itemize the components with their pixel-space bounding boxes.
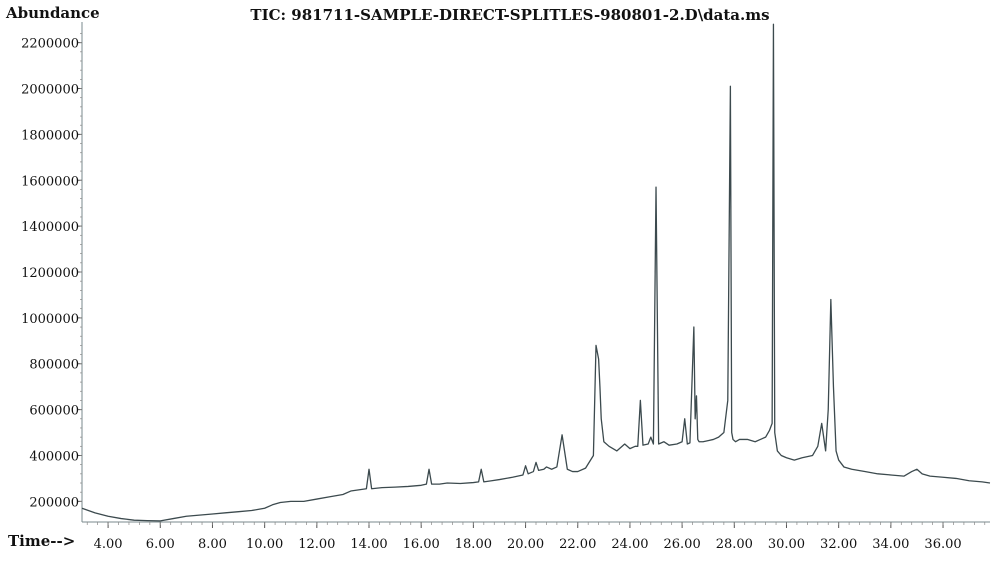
x-tick-label: 22.00 <box>559 537 596 552</box>
x-tick-label: 28.00 <box>716 537 753 552</box>
x-tick-label: 8.00 <box>198 537 227 552</box>
x-tick-label: 18.00 <box>455 537 492 552</box>
y-tick-label: 200000 <box>29 495 79 510</box>
x-tick-label: 4.00 <box>94 537 123 552</box>
x-tick-label: 6.00 <box>146 537 175 552</box>
y-tick-label: 400000 <box>29 449 79 464</box>
tic-series-line <box>81 23 991 522</box>
x-tick-label: 32.00 <box>820 537 857 552</box>
y-tick-label: 1200000 <box>21 266 79 281</box>
y-tick-label: 1600000 <box>21 174 79 189</box>
x-ticks: 4.00 6.00 8.00 10.00 12.00 14.00 16.00 18.00 20.… <box>86 522 986 552</box>
x-tick-label: 16.00 <box>403 537 440 552</box>
y-axis-label: Abundance <box>5 4 100 22</box>
x-tick-label: 14.00 <box>350 537 387 552</box>
y-tick-label: 1000000 <box>21 312 79 327</box>
y-tick-label: 1400000 <box>21 220 79 235</box>
y-tick-label: 1800000 <box>21 128 79 143</box>
series-group <box>81 23 991 522</box>
y-tick-label: 2000000 <box>21 83 79 98</box>
x-tick-label: 36.00 <box>924 537 961 552</box>
y-tick-label: 2200000 <box>21 37 79 52</box>
x-tick-label: 24.00 <box>611 537 648 552</box>
axes <box>81 22 990 523</box>
chart-title: TIC: 981711-SAMPLE-DIRECT-SPLITLES-98080… <box>250 6 769 24</box>
x-tick-label: 10.00 <box>246 537 283 552</box>
x-axis-label: Time--> <box>8 532 75 550</box>
y-ticks: 200000 400000 600000 800000 1000000 1200000 14… <box>21 33 82 510</box>
y-tick-label: 600000 <box>29 404 79 419</box>
x-tick-label: 20.00 <box>507 537 544 552</box>
x-tick-label: 30.00 <box>768 537 805 552</box>
x-tick-label: 12.00 <box>298 537 335 552</box>
x-tick-label: 26.00 <box>664 537 701 552</box>
y-tick-label: 800000 <box>29 358 79 373</box>
x-tick-label: 34.00 <box>872 537 909 552</box>
